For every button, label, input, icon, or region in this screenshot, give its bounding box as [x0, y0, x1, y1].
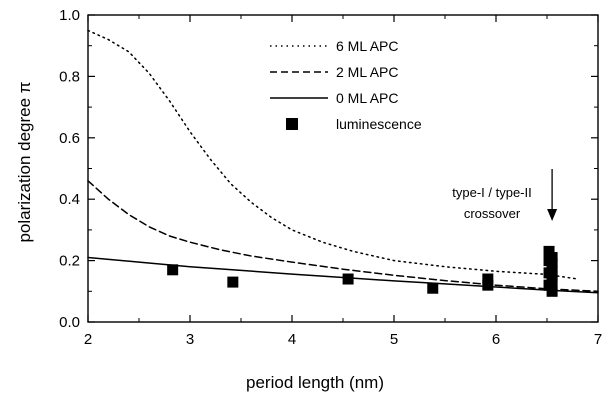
- y-tick-label: 1.0: [59, 7, 80, 24]
- annotation-text: crossover: [464, 206, 521, 221]
- y-tick-label: 0.2: [59, 253, 80, 270]
- crossover-annotation: type-I / type-II crossover: [452, 169, 558, 221]
- luminescence-marker: [543, 245, 555, 257]
- y-axis-title: polarization degree π: [15, 81, 34, 242]
- x-tick-label: 5: [390, 331, 398, 348]
- legend-label: 0 ML APC: [336, 90, 399, 106]
- legend-label: 2 ML APC: [336, 64, 399, 80]
- luminescence-marker: [482, 279, 494, 291]
- luminescence-marker: [427, 282, 439, 294]
- luminescence-marker: [482, 273, 494, 285]
- x-tick-label: 4: [288, 331, 296, 348]
- x-tick-label: 7: [594, 331, 602, 348]
- y-tick-label: 0.0: [59, 314, 80, 331]
- annotation-arrow-head: [547, 209, 558, 221]
- luminescence-marker: [546, 270, 558, 282]
- luminescence-marker: [546, 264, 558, 276]
- luminescence-marker: [546, 276, 558, 288]
- luminescence-marker: [342, 273, 354, 285]
- x-tick-label: 2: [84, 331, 92, 348]
- annotation-text: type-I / type-II: [452, 185, 531, 200]
- luminescence-marker: [546, 252, 558, 264]
- luminescence-marker: [546, 285, 558, 297]
- series-line-2-ml-apc: [87, 180, 599, 293]
- luminescence-marker: [167, 264, 179, 276]
- legend: 6 ML APC 2 ML APC 0 ML APC luminescence: [270, 38, 422, 132]
- luminescence-marker: [546, 258, 558, 270]
- x-tick-label: 6: [492, 331, 500, 348]
- tick-labels: 2 3 4 5 6 7 0.0 0.2 0.4 0.6 0.8 1.0: [59, 7, 602, 348]
- y-tick-label: 0.8: [59, 68, 80, 85]
- axis-ticks: [87, 14, 599, 323]
- legend-label: luminescence: [336, 116, 422, 132]
- x-axis-title: period length (nm): [246, 373, 384, 392]
- legend-label: 6 ML APC: [336, 38, 399, 54]
- luminescence-markers: [167, 245, 558, 297]
- series-line-6-ml-apc: [87, 29, 579, 280]
- legend-swatch-luminescence: [286, 118, 298, 130]
- luminescence-marker: [227, 276, 239, 288]
- y-tick-label: 0.6: [59, 130, 80, 147]
- x-tick-label: 3: [186, 331, 194, 348]
- y-tick-label: 0.4: [59, 191, 80, 208]
